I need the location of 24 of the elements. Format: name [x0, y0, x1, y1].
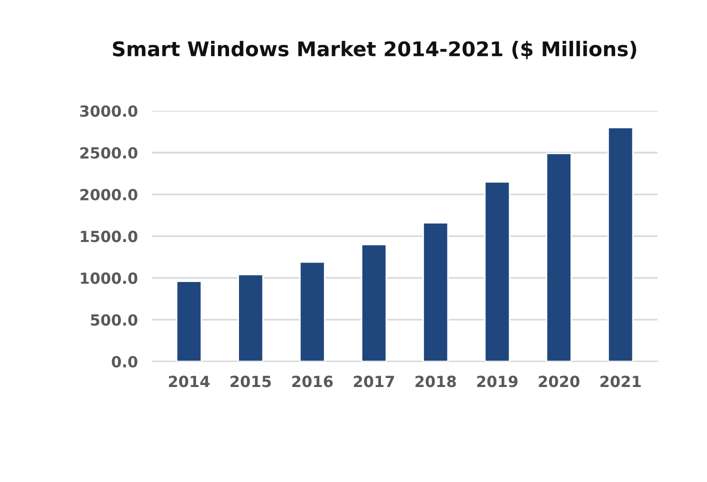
- y-tick-label: 2500.0: [80, 147, 138, 159]
- bar: [484, 181, 510, 362]
- bar: [546, 152, 572, 362]
- x-tick-label: 2020: [538, 376, 580, 388]
- bar: [607, 126, 634, 362]
- x-tick-label: 2021: [600, 376, 641, 388]
- x-tick-label: 2017: [354, 376, 394, 388]
- chart-title: Smart Windows Market 2014-2021 ($ Millions): [112, 40, 636, 60]
- x-tick-label: 2014: [168, 376, 210, 388]
- bar: [238, 274, 264, 362]
- y-tick-label: 0.0: [112, 356, 138, 368]
- x-tick-label: 2018: [416, 376, 456, 388]
- y-tick-label: 1000.0: [80, 272, 138, 284]
- y-tick-label: 500.0: [90, 314, 138, 326]
- bar: [360, 244, 387, 362]
- y-tick-label: 1500.0: [80, 230, 138, 242]
- bar: [176, 280, 202, 362]
- x-tick-label: 2015: [230, 376, 271, 388]
- bar: [299, 261, 326, 362]
- x-tick-label: 2016: [292, 376, 333, 388]
- x-tick-label: 2019: [477, 376, 518, 388]
- y-tick-label: 2000.0: [80, 188, 138, 200]
- y-tick-label: 3000.0: [80, 105, 138, 117]
- bar: [422, 222, 449, 362]
